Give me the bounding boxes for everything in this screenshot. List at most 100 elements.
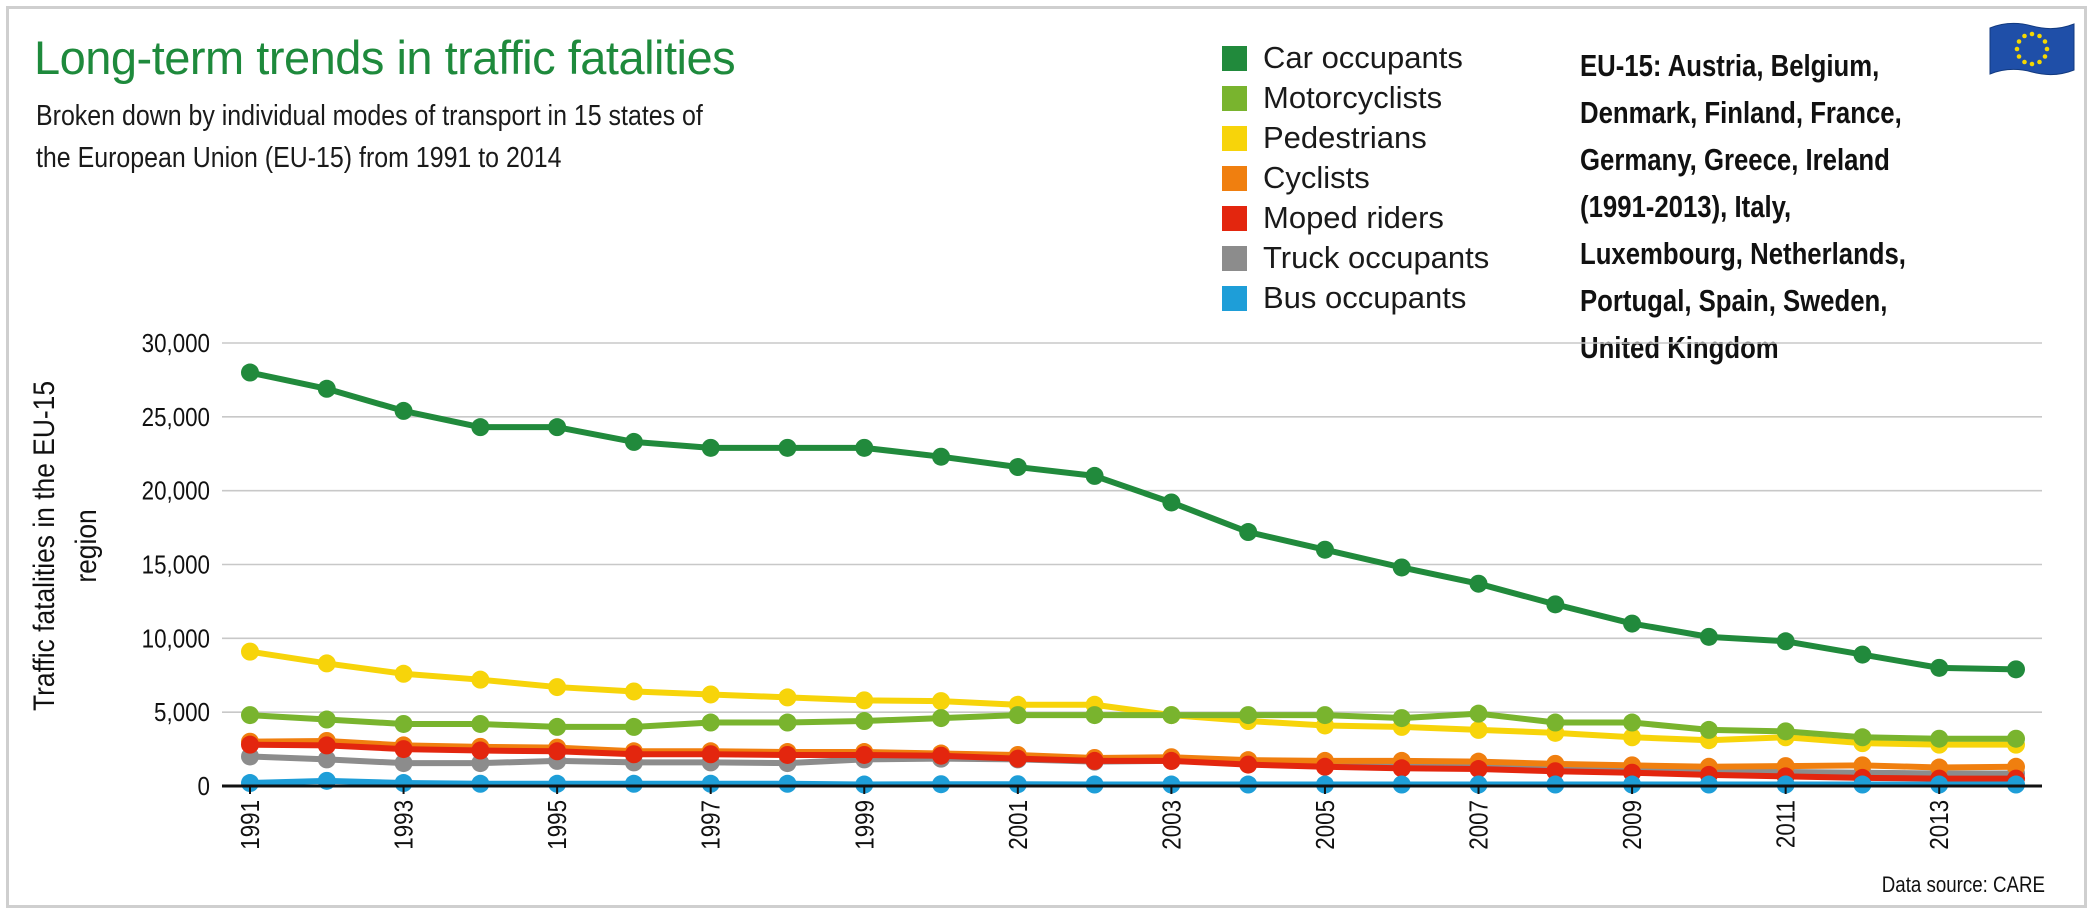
x-tick-label: 2011 (1772, 800, 1801, 848)
data-point (1162, 706, 1181, 725)
data-point (1392, 709, 1411, 728)
legend-item: Bus occupants (1222, 278, 1489, 318)
x-tick-label: 1997 (697, 800, 726, 850)
data-point (778, 774, 797, 793)
x-tick-label: 2001 (1004, 800, 1033, 850)
data-point (1623, 713, 1642, 732)
data-point (471, 741, 490, 760)
data-point (1085, 706, 1104, 725)
legend-label: Cyclists (1263, 160, 1370, 195)
data-source: Data source: CARE (1881, 872, 2045, 897)
data-point (548, 678, 567, 697)
data-point (394, 754, 413, 773)
data-point (317, 736, 336, 755)
data-point (1085, 466, 1104, 485)
data-point (1930, 658, 1949, 677)
legend-label: Moped riders (1263, 200, 1444, 235)
legend-swatch (1222, 125, 1247, 151)
data-point (394, 740, 413, 759)
data-point (241, 642, 259, 661)
x-tick-label: 1993 (390, 800, 419, 850)
legend-label: Motorcyclists (1263, 80, 1443, 115)
series-line (249, 710, 2016, 742)
legend-label: Pedestrians (1263, 120, 1427, 155)
legend-swatch (1222, 285, 1247, 311)
data-point (1546, 762, 1565, 781)
data-point (1162, 751, 1181, 770)
y-tick-label: 20,000 (142, 477, 210, 506)
legend-item: Car occupants (1222, 38, 1489, 78)
legend-swatch (1222, 85, 1247, 111)
data-point (1853, 728, 1872, 747)
legend-swatch (1222, 45, 1247, 71)
data-point (471, 714, 490, 733)
data-point (1008, 706, 1027, 725)
data-point (1623, 614, 1642, 633)
x-tick-label: 1991 (236, 800, 265, 850)
x-tick-label: 2003 (1158, 800, 1187, 850)
data-point (317, 750, 336, 769)
data-point (778, 713, 797, 732)
data-point (471, 774, 490, 793)
legend-swatch (1222, 245, 1247, 271)
y-axis-label: Traffic fatalities in the EU-15 (26, 381, 60, 711)
data-point (1853, 645, 1872, 664)
data-point (1239, 706, 1258, 725)
data-point (1008, 749, 1027, 768)
eu15-note: EU-15: Austria, Belgium, Denmark, Finlan… (1580, 48, 1906, 365)
data-point (1008, 775, 1027, 794)
y-axis-label: region (68, 509, 102, 582)
legend-item: Pedestrians (1222, 118, 1489, 158)
data-point (1162, 493, 1181, 512)
y-tick-label: 30,000 (142, 329, 210, 358)
x-tick-label: 1995 (544, 800, 573, 850)
data-point (1469, 574, 1488, 593)
legend-item: Moped riders (1222, 198, 1489, 238)
data-point (1392, 759, 1411, 778)
series-line (249, 737, 2017, 771)
data-point (241, 706, 259, 725)
data-point (778, 438, 797, 457)
data-point (317, 379, 336, 398)
data-point (1008, 458, 1027, 477)
chart-title: Long-term trends in traffic fatalities (34, 31, 736, 84)
data-point (932, 447, 951, 466)
series-line (249, 369, 2017, 673)
legend-label: Truck occupants (1263, 240, 1490, 275)
x-tick-label: 2009 (1619, 800, 1648, 850)
y-tick-label: 5,000 (154, 699, 210, 728)
legend-item: Truck occupants (1222, 238, 1489, 278)
data-point (394, 401, 413, 420)
data-point (548, 774, 567, 793)
eu-flag-icon (1986, 18, 2078, 85)
legend-item: Motorcyclists (1222, 78, 1489, 118)
data-point (394, 774, 413, 793)
data-point (241, 363, 259, 382)
legend: Car occupants Motorcyclists Pedestrians Cyc… (1222, 38, 1489, 318)
data-point (1699, 720, 1718, 739)
data-point (1853, 756, 1872, 775)
data-point (1930, 729, 1949, 748)
data-point (932, 746, 951, 765)
data-point (1776, 722, 1795, 741)
data-point (1469, 760, 1488, 779)
data-point (317, 654, 336, 673)
y-tick-label: 25,000 (142, 403, 210, 432)
data-point (1469, 720, 1488, 739)
data-point (855, 691, 874, 710)
data-point (624, 682, 643, 701)
x-tick-label: 2013 (1926, 800, 1955, 850)
data-point (317, 710, 336, 729)
data-point (1392, 558, 1411, 577)
data-point (1315, 540, 1334, 559)
series-line (249, 648, 2016, 748)
data-point (778, 745, 797, 764)
y-tick-label: 10,000 (142, 625, 210, 654)
data-point (1315, 706, 1334, 725)
data-point (548, 418, 567, 437)
data-point (394, 664, 413, 683)
data-point (241, 774, 259, 793)
data-point (1469, 704, 1488, 723)
data-point (624, 774, 643, 793)
